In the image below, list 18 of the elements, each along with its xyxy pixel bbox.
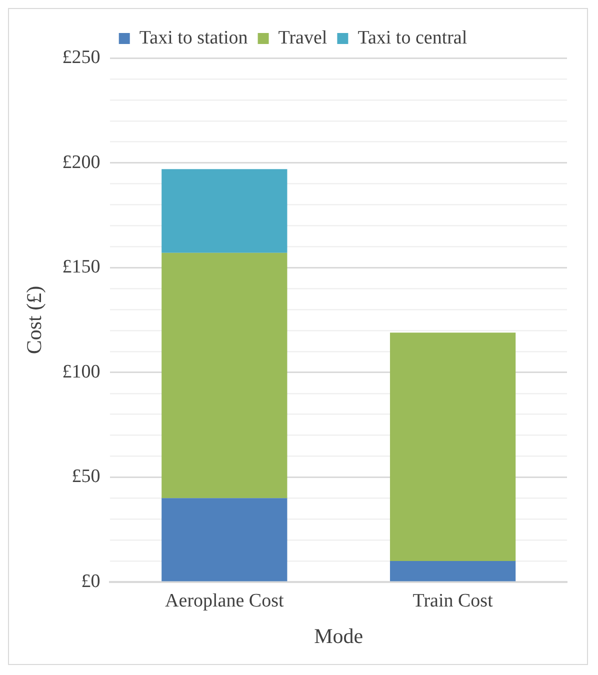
bar — [390, 561, 516, 582]
y-axis-title: Cost (£) — [22, 286, 46, 354]
y-tick-label: £50 — [72, 466, 100, 488]
x-tick-label: Train Cost — [412, 590, 494, 612]
x-axis-title: Mode — [314, 624, 364, 648]
y-tick-label: £0 — [81, 570, 100, 592]
bar — [162, 498, 288, 582]
y-tick-label: £200 — [62, 152, 100, 173]
bar — [390, 332, 516, 562]
legend-label: Taxi to central — [358, 27, 468, 48]
y-tick-label: £150 — [62, 256, 100, 278]
bar — [162, 169, 288, 253]
x-tick-label: Aeroplane Cost — [165, 590, 284, 612]
y-tick-label: £250 — [62, 46, 100, 68]
legend-label: Taxi to station — [139, 27, 248, 48]
bar — [162, 252, 288, 498]
y-tick-label: £100 — [62, 361, 100, 382]
legend-label: Travel — [278, 27, 328, 48]
